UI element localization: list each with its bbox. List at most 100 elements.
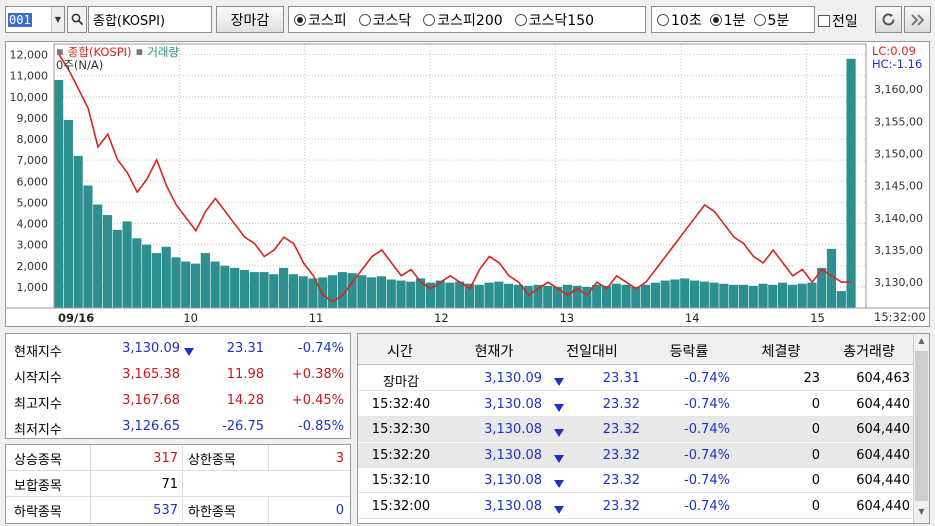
cell-total: 604,440 (856, 498, 910, 514)
volume-bar (425, 282, 435, 308)
volume-bar (836, 291, 846, 308)
table-row[interactable]: 장마감 3,130.09 23.31 -0.74% 23 604,463 (358, 366, 913, 391)
left-tick-label: 4,000 (17, 218, 49, 231)
col-price: 현재가 (474, 344, 514, 360)
volume-bar (279, 267, 289, 308)
volume-bar (190, 263, 201, 308)
index-label: 시작지수 (14, 371, 62, 386)
volume-bar (758, 283, 768, 308)
index-change: 11.98 (226, 367, 264, 382)
volume-bar (533, 284, 543, 308)
prev-day-checkbox[interactable]: 전일 (818, 11, 858, 31)
volume-bar (151, 253, 162, 308)
cell-rate: -0.74% (684, 473, 730, 488)
index-value: 3,126.65 (122, 419, 180, 434)
volume-bar (347, 273, 357, 308)
table-row[interactable]: 15:32:40 3,130.08 23.32 -0.74% 0 604,440 (358, 392, 913, 417)
table-row[interactable]: 15:32:00 3,130.08 23.32 -0.74% 0 604,440 (358, 494, 913, 519)
right-tick-label: 3,160,00 (874, 83, 923, 96)
index-value: 3,130.09 (122, 341, 180, 356)
cell-total: 604,463 (856, 371, 910, 386)
chevron-down-icon[interactable]: ▼ (51, 7, 64, 32)
stock-code-value: 001 (8, 12, 32, 27)
stock-code-select[interactable]: 001 ▼ (5, 6, 65, 33)
radio-5min[interactable]: 5분 (753, 10, 789, 30)
volume-bar (455, 281, 465, 308)
volume-bar (748, 285, 758, 308)
index-row: 현재지수 3,130.09 23.31 -0.74% (6, 336, 350, 362)
index-value: 3,167.68 (122, 393, 180, 408)
volume-bar (230, 267, 240, 308)
volume-bar (846, 58, 856, 309)
cell-price: 3,130.08 (484, 498, 542, 514)
cell-qty: 23 (803, 371, 820, 386)
volume-bar (435, 280, 445, 308)
cell-time: 15:32:40 (371, 396, 431, 412)
volume-bar (817, 267, 827, 308)
chevron-down-icon[interactable]: ▼ (918, 507, 925, 516)
refresh-button[interactable] (875, 6, 902, 33)
double-chevron-right-icon (910, 13, 924, 26)
right-tick-label: 3,145,00 (874, 180, 923, 193)
radio-kospi[interactable]: 코스피 (294, 10, 347, 30)
x-tick-label: 11 (309, 311, 324, 325)
col-qty: 체결량 (761, 344, 801, 360)
cell-time: 15:32:30 (371, 422, 431, 437)
up-label: 상승종목 (14, 452, 62, 468)
volume-bar (807, 282, 817, 308)
interval-radio-group: 10초 1분 5분 (651, 6, 815, 33)
volume-bar (367, 277, 377, 308)
corner-time: 15:32:00 (874, 310, 926, 324)
volume-bar (269, 274, 279, 308)
radio-kosdaq[interactable]: 코스닥 (358, 10, 411, 30)
cell-diff: 23.31 (602, 371, 640, 386)
cell-rate: -0.74% (684, 498, 730, 514)
table-row[interactable]: 15:32:30 3,130.08 23.32 -0.74% 0 604,440 (358, 417, 913, 442)
volume-bar (543, 285, 553, 308)
col-time: 시간 (387, 344, 413, 360)
table-row[interactable]: 15:32:10 3,130.08 23.32 -0.74% 0 604,440 (358, 468, 913, 493)
volume-bar (582, 286, 592, 308)
volume-bar (729, 284, 739, 308)
volume-bar (445, 282, 455, 308)
volume-bar (122, 221, 132, 308)
cell-diff: 23.32 (602, 498, 640, 514)
left-tick-label: 12,000 (10, 49, 49, 62)
volume-bar (318, 277, 328, 308)
volume-bar (337, 272, 347, 308)
volume-bar (621, 284, 631, 308)
radio-10sec[interactable]: 10초 (657, 10, 702, 30)
table-row[interactable]: 15:32:20 3,130.08 23.32 -0.74% 0 604,440 (358, 442, 913, 468)
cell-diff: 23.32 (602, 473, 640, 488)
stock-name-field: 종합(KOSPI) (88, 6, 212, 33)
x-tick-label: 13 (559, 311, 574, 325)
radio-kosdaq150[interactable]: 코스닥150 (514, 10, 594, 30)
volume-bar (93, 204, 103, 308)
volume-bar (298, 276, 308, 308)
volume-bar (142, 244, 152, 308)
chevron-up-icon[interactable]: ▲ (918, 336, 925, 345)
radio-1min[interactable]: 1분 (709, 10, 746, 30)
index-row: 최고지수 3,167.68 14.28 +0.45% (6, 388, 350, 414)
tick-table[interactable]: 시간 현재가 전일대비 등락률 체결량 총거래량 장마감 3,130.09 23.3… (357, 333, 930, 524)
volume-bar (552, 286, 563, 308)
cell-rate: -0.74% (684, 422, 730, 437)
volume-bar (181, 261, 191, 308)
radio-kospi200[interactable]: 코스피200 (423, 10, 503, 30)
volume-bar (54, 79, 64, 309)
next-button[interactable] (904, 6, 931, 33)
scrollbar[interactable]: ▲ ▼ (913, 334, 929, 523)
down-triangle-icon (184, 345, 194, 360)
scroll-thumb[interactable] (915, 351, 928, 501)
volume-bar (680, 278, 690, 308)
intraday-chart[interactable]: 12,000 11,000 10,000 9,000 8,000 7,000 6,000 5,… (5, 41, 930, 327)
volume-bar (102, 215, 113, 308)
volume-bar (797, 283, 807, 308)
volume-bar (259, 272, 269, 308)
cell-total: 604,440 (856, 422, 910, 437)
search-button[interactable] (67, 6, 87, 33)
volume-bar (376, 276, 387, 308)
cell-qty: 0 (811, 396, 820, 412)
market-close-button[interactable]: 장마감 (216, 6, 284, 33)
cell-diff: 23.32 (602, 396, 640, 412)
